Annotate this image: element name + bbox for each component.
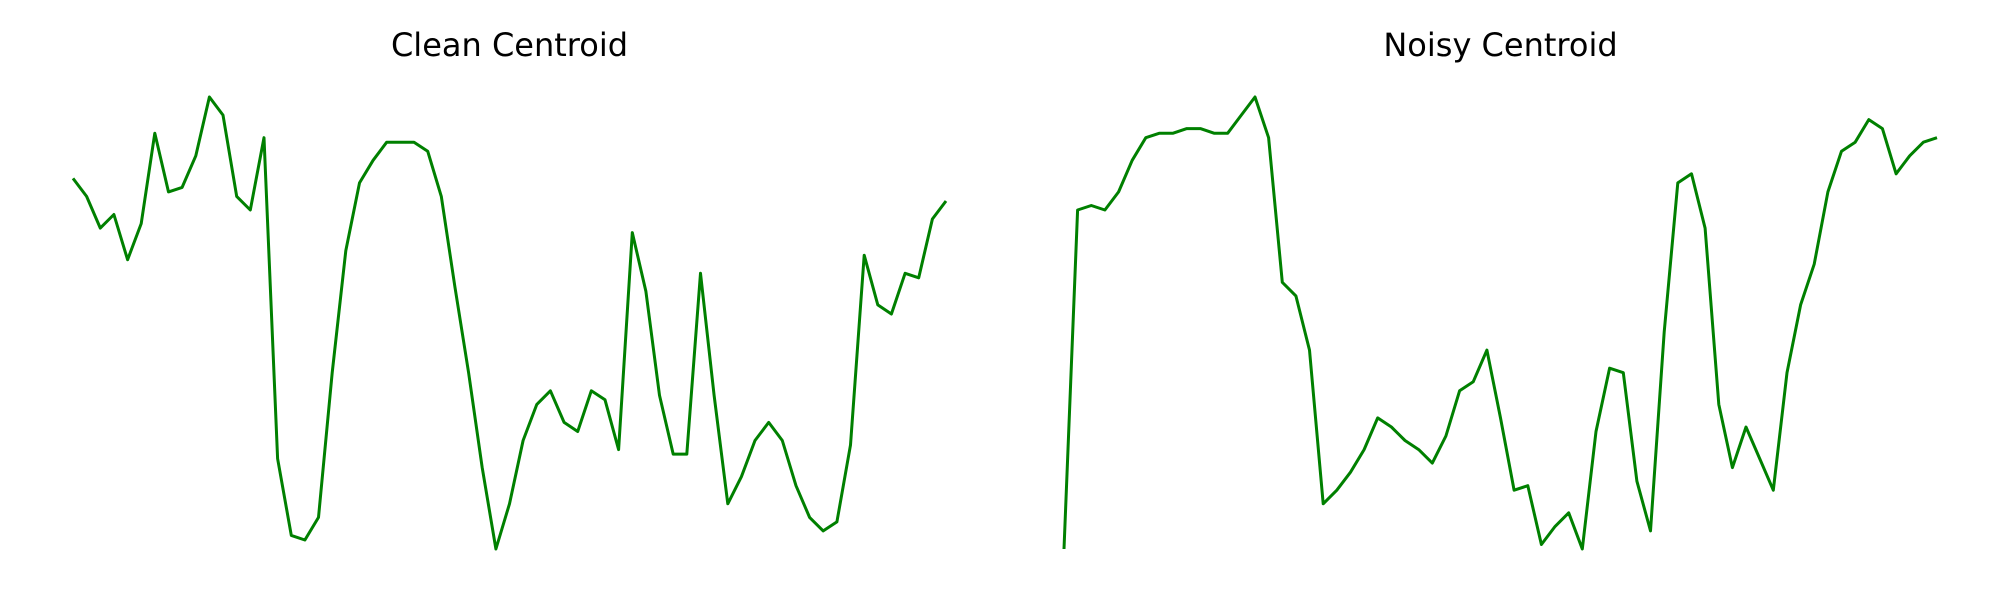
data-line	[71, 95, 948, 551]
data-line	[1062, 95, 1938, 551]
chart-title: Noisy Centroid	[1383, 26, 1617, 64]
chart-title: Clean Centroid	[391, 26, 628, 64]
